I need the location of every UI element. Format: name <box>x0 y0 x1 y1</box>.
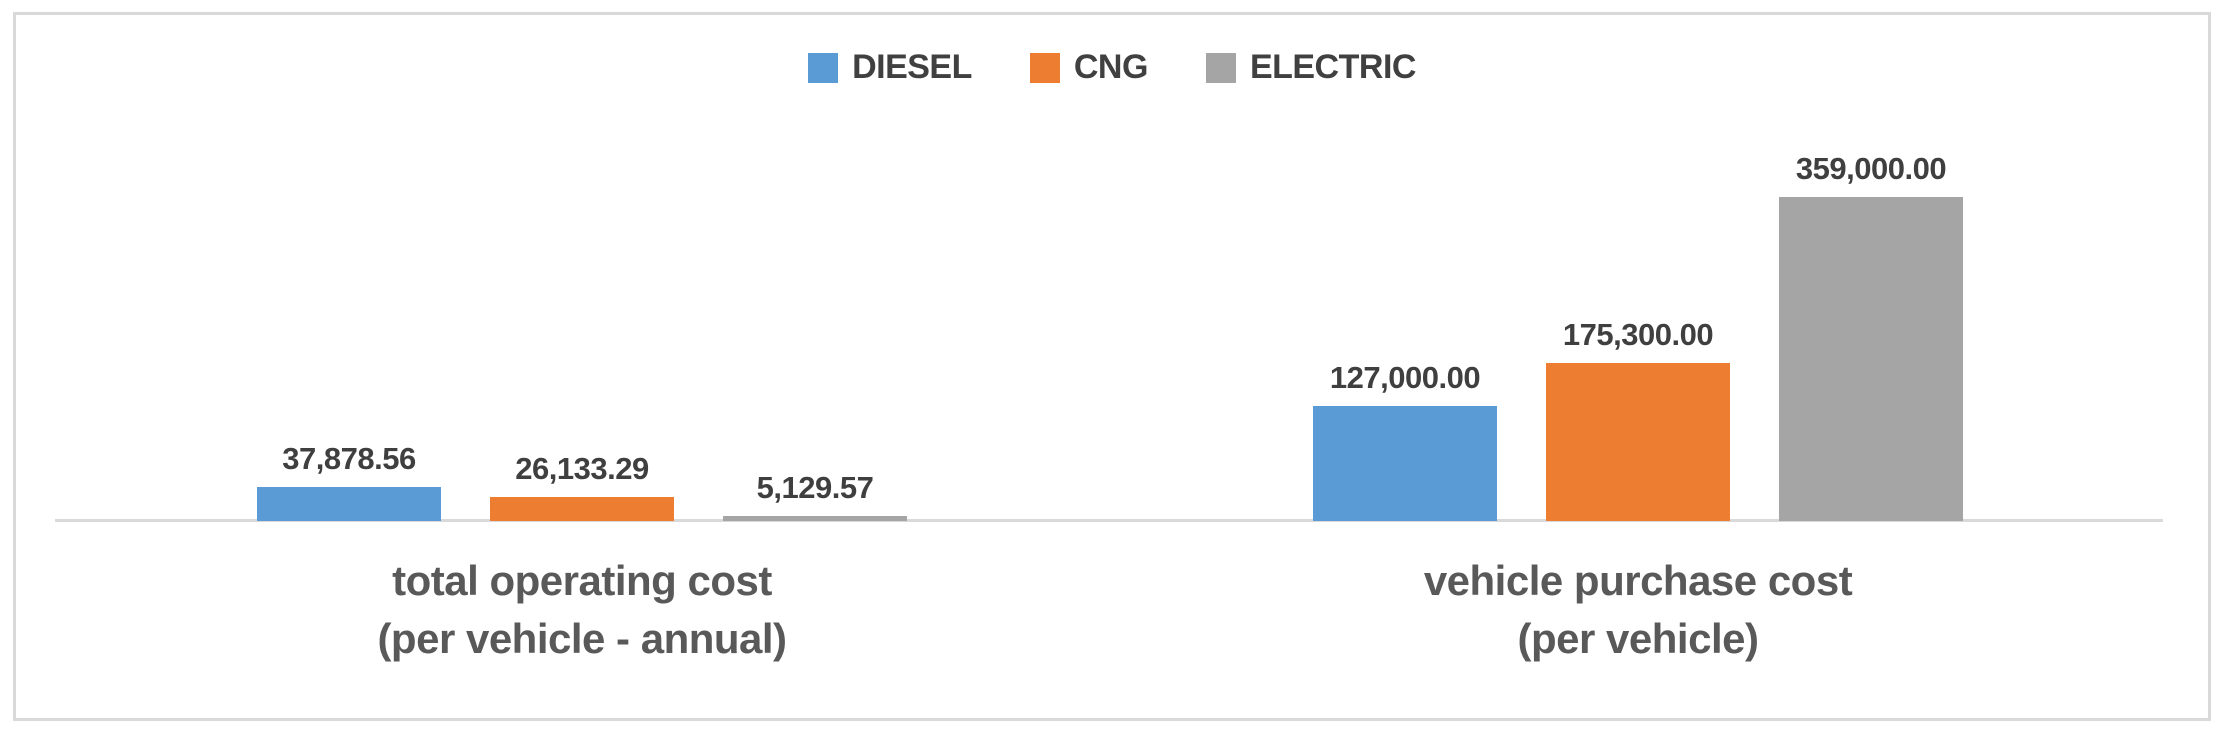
x-axis-label-line2: (per vehicle - annual) <box>377 614 787 662</box>
x-axis-label-purchase-cost: vehicle purchase cost (per vehicle) <box>1423 552 1853 668</box>
legend-item-electric: ELECTRIC <box>1205 48 1417 87</box>
bar-cng-operating <box>490 497 674 521</box>
x-axis-label-line2: (per vehicle) <box>1517 614 1759 662</box>
legend-swatch-diesel <box>808 52 839 83</box>
bar-column-electric-purchase: 359,000.00 <box>1779 151 1963 521</box>
legend-swatch-electric <box>1205 52 1236 83</box>
bar-diesel-operating <box>257 486 441 521</box>
bar-column-cng-purchase: 175,300.00 <box>1546 317 1730 521</box>
x-axis-label-line1: vehicle purchase cost <box>1423 557 1853 604</box>
bar-cng-purchase <box>1546 362 1730 521</box>
legend-swatch-cng <box>1029 52 1060 83</box>
data-label-cng-operating: 26,133.29 <box>515 451 649 487</box>
x-axis-label-operating-cost: total operating cost (per vehicle - annu… <box>377 552 787 668</box>
bar-column-electric-operating: 5,129.57 <box>723 470 907 521</box>
legend-item-diesel: DIESEL <box>808 48 972 87</box>
bar-electric-operating <box>723 516 907 521</box>
category-group-purchase-cost: 127,000.00 175,300.00 359,000.00 <box>1313 151 1963 521</box>
x-axis-line <box>55 519 2163 522</box>
legend-label-cng: CNG <box>1073 48 1149 86</box>
data-label-cng-purchase: 175,300.00 <box>1562 316 1714 352</box>
bar-column-cng-operating: 26,133.29 <box>490 451 674 521</box>
plot-area: 37,878.56 26,133.29 5,129.57 127,000.00 … <box>55 151 2163 522</box>
legend-label-electric: ELECTRIC <box>1249 48 1417 86</box>
category-group-operating-cost: 37,878.56 26,133.29 5,129.57 <box>257 441 907 521</box>
data-label-diesel-purchase: 127,000.00 <box>1329 360 1481 396</box>
data-label-diesel-operating: 37,878.56 <box>282 440 416 476</box>
chart-legend: DIESEL CNG ELECTRIC <box>0 48 2224 87</box>
x-axis-label-line1: total operating cost <box>392 557 772 604</box>
bar-column-diesel-purchase: 127,000.00 <box>1313 360 1497 521</box>
legend-item-cng: CNG <box>1029 48 1149 87</box>
data-label-electric-operating: 5,129.57 <box>756 470 874 506</box>
data-label-electric-purchase: 359,000.00 <box>1795 151 1947 186</box>
bar-diesel-purchase <box>1313 406 1497 521</box>
bar-electric-purchase <box>1779 197 1963 521</box>
legend-label-diesel: DIESEL <box>852 48 972 86</box>
bar-column-diesel-operating: 37,878.56 <box>257 441 441 521</box>
